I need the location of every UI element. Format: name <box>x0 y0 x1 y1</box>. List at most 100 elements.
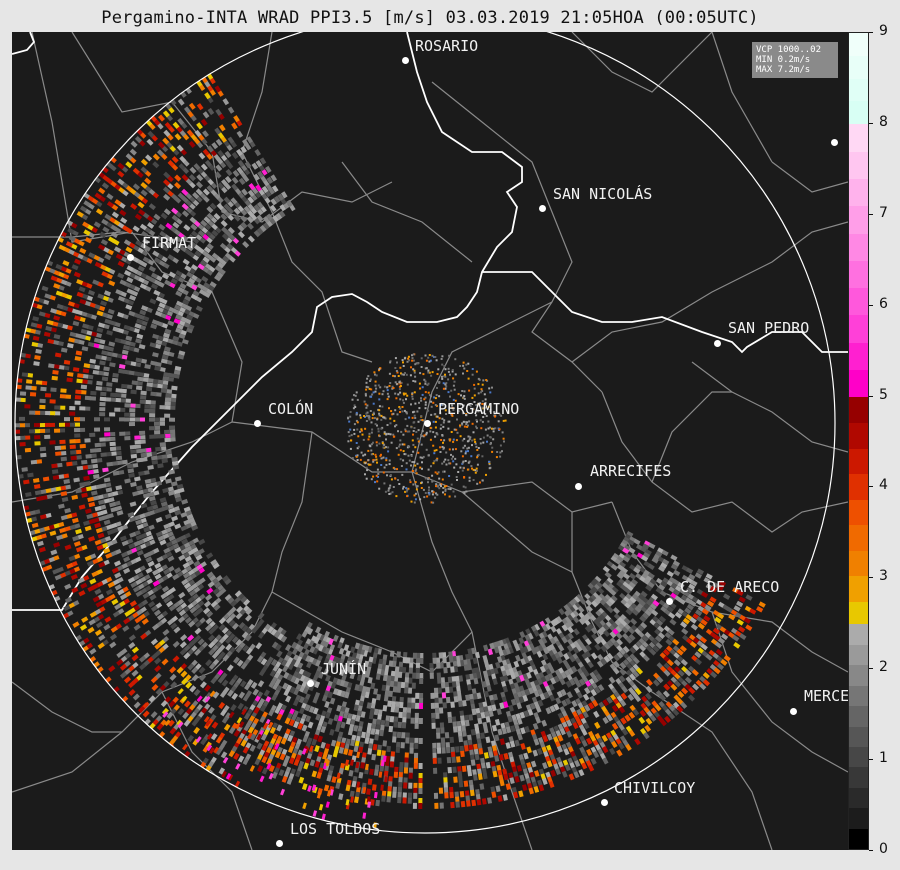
radar-echo-cell <box>49 440 56 445</box>
radar-echo-cell <box>114 603 122 611</box>
radar-echo-cell <box>466 800 471 807</box>
radar-echo-cell <box>72 320 80 327</box>
radar-echo-cell <box>173 318 181 325</box>
radar-echo-cell <box>231 692 239 700</box>
radar-clutter-point <box>375 441 378 444</box>
radar-echo-cell <box>210 559 218 566</box>
radar-echo-cell <box>536 748 543 755</box>
radar-echo-cell <box>64 394 72 399</box>
radar-clutter-point <box>476 463 479 466</box>
radar-echo-cell <box>185 327 194 334</box>
radar-echo-cell <box>123 239 132 246</box>
radar-echo-cell <box>400 742 405 749</box>
radar-echo-cell <box>217 676 225 684</box>
radar-echo-cell <box>471 799 477 807</box>
radar-clutter-point <box>475 427 478 430</box>
radar-echo-cell <box>156 306 164 313</box>
radar-echo-cell <box>125 304 133 311</box>
radar-clutter-point <box>444 493 446 496</box>
radar-clutter-point <box>473 383 476 386</box>
radar-echo-cell <box>116 489 124 496</box>
radar-echo-cell <box>113 246 122 253</box>
radar-echo-cell <box>462 730 467 737</box>
radar-echo-cell <box>76 279 84 285</box>
radar-echo-cell <box>128 681 136 689</box>
radar-echo-cell <box>115 450 122 456</box>
radar-echo-cell <box>231 176 239 184</box>
radar-echo-cell <box>437 677 442 684</box>
radar-echo-cell <box>532 749 539 757</box>
radar-echo-cell <box>392 791 397 798</box>
radar-clutter-point <box>454 448 457 451</box>
radar-clutter-point <box>378 368 381 371</box>
radar-echo-cell <box>171 515 179 522</box>
radar-echo-cell <box>206 206 214 214</box>
radar-echo-cell <box>458 700 463 707</box>
radar-echo-cell <box>150 272 159 279</box>
radar-clutter-point <box>407 357 410 360</box>
radar-echo-cell <box>104 616 112 623</box>
radar-echo-cell <box>104 482 112 488</box>
radar-echo-cell <box>199 673 207 682</box>
radar-echo-cell <box>62 260 70 267</box>
radar-echo-cell <box>61 496 69 503</box>
radar-clutter-point <box>349 415 352 418</box>
radar-echo-cell <box>105 356 112 362</box>
radar-echo-cell <box>54 352 62 358</box>
radar-echo-cell <box>173 567 182 574</box>
radar-clutter-point <box>359 414 362 417</box>
radar-echo-cell <box>314 760 320 768</box>
radar-clutter-point <box>360 451 363 454</box>
radar-clutter-point <box>466 468 469 471</box>
radar-echo-cell <box>100 355 107 361</box>
radar-clutter-point <box>414 402 417 405</box>
radar-echo-cell <box>83 200 91 207</box>
radar-echo-cell <box>131 654 139 662</box>
radar-echo-cell <box>36 540 44 547</box>
radar-echo-cell <box>446 757 452 764</box>
radar-clutter-point <box>485 473 487 476</box>
radar-echo-cell <box>36 496 43 502</box>
radar-echo-cell <box>183 506 191 513</box>
radar-echo-cell <box>105 487 113 493</box>
radar-echo-cell <box>170 481 178 487</box>
radar-clutter-point <box>447 367 450 370</box>
radar-echo-cell <box>410 702 416 709</box>
radar-clutter-point <box>452 377 455 380</box>
radar-echo-cell <box>163 171 171 179</box>
radar-echo-cell <box>142 377 149 383</box>
radar-echo-cell <box>149 413 156 418</box>
radar-echo-cell <box>464 745 469 752</box>
radar-echo-cell <box>170 277 178 285</box>
radar-echo-cell <box>458 781 464 788</box>
radar-echo-cell <box>134 476 141 482</box>
radar-echo-cell <box>190 223 198 231</box>
radar-clutter-point <box>349 428 352 431</box>
radar-clutter-point <box>386 386 389 389</box>
radar-clutter-point <box>442 387 445 390</box>
radar-echo-cell <box>164 437 171 443</box>
radar-clutter-point <box>442 421 445 424</box>
radar-echo-cell <box>153 421 160 426</box>
radar-echo-cell <box>80 487 87 493</box>
radar-echo-cell <box>73 338 80 344</box>
radar-clutter-point <box>390 478 393 481</box>
radar-echo-cell <box>165 541 173 548</box>
radar-echo-cell <box>375 673 381 681</box>
radar-echo-cell <box>216 203 224 211</box>
radar-echo-cell <box>407 687 413 694</box>
radar-echo-cell <box>140 390 147 396</box>
radar-clutter-point <box>395 424 398 427</box>
radar-echo-cell <box>108 236 116 243</box>
radar-echo-cell <box>223 203 231 211</box>
radar-clutter-point <box>382 390 385 393</box>
radar-echo-cell <box>140 189 148 197</box>
radar-echo-cell <box>68 301 75 307</box>
radar-echo-cell <box>412 672 417 679</box>
radar-echo-cell <box>172 640 180 648</box>
radar-echo-cell <box>495 785 501 793</box>
radar-clutter-point <box>463 444 466 447</box>
radar-clutter-point <box>447 487 450 490</box>
radar-map[interactable]: ROSARIO SAN NICOLÁS FIRMAT SAN PEDRO COL… <box>12 32 848 850</box>
radar-clutter-point <box>450 389 453 392</box>
